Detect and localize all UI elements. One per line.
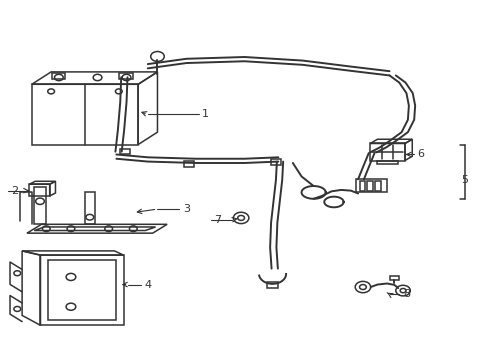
Text: 7: 7 (214, 215, 221, 225)
Text: 5: 5 (460, 175, 467, 185)
Text: 4: 4 (144, 280, 151, 289)
Text: 3: 3 (183, 204, 190, 214)
Text: 2: 2 (11, 186, 19, 195)
Text: 1: 1 (202, 109, 209, 120)
Text: 8: 8 (402, 289, 409, 299)
Text: 6: 6 (417, 149, 424, 159)
